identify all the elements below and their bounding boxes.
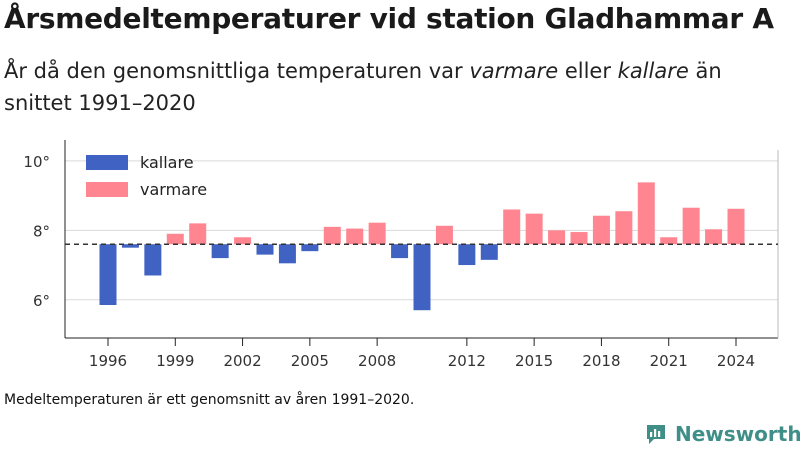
- bar-2008: [368, 222, 386, 245]
- legend-label-kallare: kallare: [140, 153, 194, 172]
- bar-2011: [435, 225, 453, 245]
- x-tick-label: 2024: [717, 352, 755, 370]
- chart-subtitle: År då den genomsnittliga temperaturen va…: [4, 55, 784, 119]
- bar-2004: [278, 244, 296, 264]
- bar-2014: [503, 209, 521, 245]
- bar-2012: [458, 244, 476, 266]
- bar-2023: [705, 229, 723, 245]
- x-tick-label: 2012: [448, 352, 486, 370]
- subtitle-cold-word: kallare: [617, 59, 689, 83]
- x-tick-label: 2021: [650, 352, 688, 370]
- x-tick-label: 1999: [156, 352, 194, 370]
- legend-swatch-varmare: [86, 182, 128, 197]
- bar-2009: [391, 244, 409, 259]
- bar-1997: [121, 244, 139, 248]
- newsworthy-logo: Newsworthy: [645, 420, 800, 448]
- newsworthy-logo-icon: [647, 425, 665, 444]
- legend-label-varmare: varmare: [140, 180, 207, 199]
- x-tick-label: 2005: [291, 352, 329, 370]
- bar-2006: [323, 226, 341, 245]
- bar-chart: 6° 8° 10° 1996 1999 2002 2005 2008 2012 2015 2018 2…: [23, 140, 779, 370]
- bar-2018: [592, 215, 610, 245]
- x-tick-label: 2008: [358, 352, 396, 370]
- legend-swatch-kallare: [86, 155, 128, 170]
- bar-1998: [144, 244, 162, 276]
- subtitle-part-3: än snittet 1991–2020: [4, 59, 722, 115]
- footnote: Medeltemperaturen är ett genomsnitt av å…: [4, 392, 415, 408]
- bar-2005: [301, 244, 319, 252]
- bar-2019: [615, 211, 633, 245]
- y-tick-label: 10°: [23, 153, 50, 171]
- y-tick-label: 6°: [33, 292, 50, 310]
- bar-2010: [413, 244, 431, 311]
- subtitle-warm-word: varmare: [469, 59, 559, 83]
- x-tick-label: 2002: [223, 352, 261, 370]
- subtitle-part-1: År då den genomsnittliga temperaturen va…: [4, 59, 470, 83]
- bar-2022: [682, 207, 700, 245]
- x-tick-label: 1996: [89, 352, 127, 370]
- bar-2024: [727, 208, 745, 245]
- x-tick-label: 2015: [515, 352, 553, 370]
- brand-name: Newsworthy: [675, 422, 800, 446]
- bar-1999: [166, 233, 184, 245]
- bar-2007: [346, 228, 364, 245]
- bar-2021: [660, 237, 678, 245]
- subtitle-part-2: eller: [558, 59, 618, 83]
- chart-title: Årsmedeltemperaturer vid station Gladham…: [4, 2, 774, 35]
- bar-1996: [99, 244, 117, 305]
- bar-2000: [189, 223, 207, 245]
- bar-2002: [234, 237, 252, 245]
- x-tick-label: 2018: [582, 352, 620, 370]
- bar-2001: [211, 244, 229, 259]
- bar-2020: [637, 182, 655, 245]
- bar-2003: [256, 244, 274, 255]
- y-tick-label: 8°: [33, 222, 50, 240]
- bar-2016: [548, 230, 566, 245]
- bar-2013: [480, 244, 498, 260]
- bar-2015: [525, 213, 543, 245]
- bar-2017: [570, 232, 588, 245]
